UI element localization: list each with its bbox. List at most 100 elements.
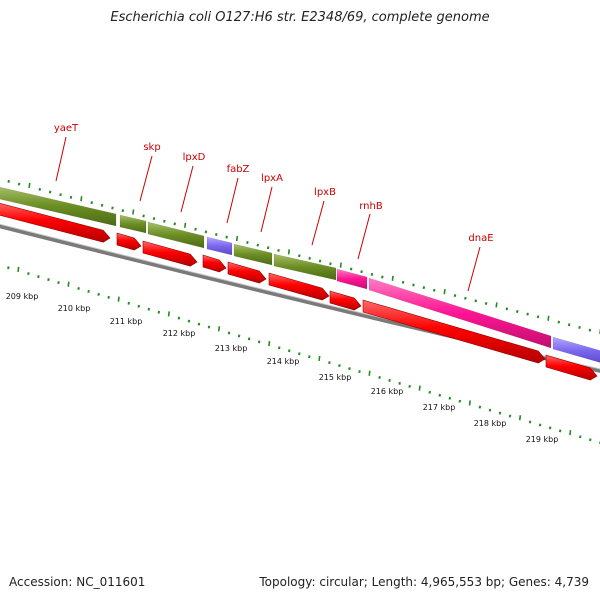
outer-tick <box>204 230 208 234</box>
outer-tick <box>557 320 561 324</box>
ruler-tick <box>478 405 482 409</box>
ruler-tick <box>67 281 70 287</box>
outer-tick <box>412 283 415 287</box>
ruler-label: 211 kbp <box>110 317 143 326</box>
ruler-tick <box>348 367 351 371</box>
ruler-tick <box>197 322 201 326</box>
cds-arrow <box>142 240 198 267</box>
gene-label: lpxD <box>183 152 206 163</box>
gene-label: fabZ <box>227 164 250 175</box>
genome-summary-text: Topology: circular; Length: 4,965,553 bp… <box>259 575 589 589</box>
ruler-tick <box>107 295 110 299</box>
map-title: Escherichia coli O127:H6 str. E2348/69, … <box>110 10 490 25</box>
outer-tick <box>381 275 384 279</box>
cog-feature-block <box>273 253 337 281</box>
ruler-tick <box>528 420 532 424</box>
ruler-tick <box>257 340 261 344</box>
outer-tick <box>111 206 114 210</box>
gene-label: lpxB <box>314 187 336 198</box>
ruler-tick <box>147 307 151 311</box>
outer-tick <box>69 195 73 199</box>
outer-tick <box>515 310 519 313</box>
outer-tick <box>432 288 436 292</box>
ruler-tick <box>448 396 452 400</box>
outer-tick <box>266 246 270 250</box>
outer-tick <box>526 312 529 316</box>
ruler-tick <box>458 399 462 403</box>
ruler-tick <box>117 296 120 302</box>
cds-arrow <box>329 290 362 311</box>
ruler-tick <box>227 331 231 335</box>
ruler-tick <box>588 438 592 442</box>
outer-tick <box>214 233 218 236</box>
gene-label: lpxA <box>261 173 283 184</box>
ruler-tick <box>268 341 271 347</box>
ruler-tick <box>7 266 10 270</box>
outer-tick <box>370 272 374 276</box>
gene-label-leader <box>226 177 239 224</box>
gene-label: skp <box>143 142 160 153</box>
ruler-tick <box>157 310 161 314</box>
cog-feature-block <box>336 268 368 290</box>
ruler-tick <box>27 272 30 276</box>
outer-tick <box>132 209 135 215</box>
ruler-tick <box>77 286 80 290</box>
cds-arrow <box>0 202 111 243</box>
gene-label-leader <box>260 186 273 233</box>
outer-tick <box>235 235 239 242</box>
ruler-tick <box>508 414 512 418</box>
outer-tick <box>277 248 280 252</box>
outer-tick <box>246 240 249 244</box>
outer-tick-track <box>7 179 600 334</box>
outer-tick <box>443 289 446 295</box>
outer-tick <box>121 209 125 213</box>
outer-tick <box>453 294 457 298</box>
outer-tick <box>505 307 509 311</box>
outer-tick <box>48 190 52 194</box>
cds-arrow <box>227 261 267 284</box>
gene-label-leader <box>311 200 325 246</box>
ruler-label: 212 kbp <box>163 329 196 338</box>
ruler-tick <box>187 319 191 323</box>
outer-tick <box>536 315 540 319</box>
ruler-tick-track <box>7 266 600 444</box>
ruler-label: 219 kbp <box>526 435 559 444</box>
ruler-tick <box>17 266 20 273</box>
ruler-tick <box>438 393 442 397</box>
ruler-tick <box>408 384 411 388</box>
outer-tick <box>484 302 488 306</box>
gene-label-layer: yaeT skp lpxD fabZ lpxA lpxB rnhB dnaE <box>54 123 494 292</box>
outer-tick <box>298 254 301 258</box>
ruler-tick <box>47 278 50 282</box>
ruler-tick <box>217 326 221 332</box>
outer-tick <box>308 256 311 260</box>
ruler-label-layer: 209 kbp 210 kbp 211 kbp 212 kbp 213 kbp 214 k… <box>6 292 559 444</box>
ruler-tick <box>388 378 391 382</box>
ruler-label: 218 kbp <box>474 419 507 428</box>
ruler-tick <box>338 364 341 368</box>
ruler-tick <box>498 411 502 415</box>
outer-tick <box>495 302 498 308</box>
gene-label-leader <box>180 165 194 213</box>
outer-tick <box>225 235 228 239</box>
ruler-label: 216 kbp <box>371 387 404 396</box>
outer-tick <box>100 203 104 207</box>
cog-feature-block <box>233 243 273 266</box>
cds-arrow <box>116 232 142 251</box>
cog-feature-track <box>0 186 600 363</box>
ruler-tick <box>87 289 90 293</box>
ruler-label: 213 kbp <box>215 344 248 353</box>
cog-feature-block <box>368 277 552 349</box>
outer-tick <box>588 328 592 332</box>
ruler-tick <box>57 281 60 285</box>
ruler-tick <box>207 325 211 329</box>
ruler-tick <box>558 429 562 433</box>
ruler-tick <box>418 385 421 391</box>
ruler-tick <box>37 275 40 279</box>
gene-label: dnaE <box>468 233 493 244</box>
cds-feature-track <box>0 202 598 381</box>
outer-tick <box>90 201 93 205</box>
ruler-tick <box>538 423 542 427</box>
ruler-label: 214 kbp <box>267 357 300 366</box>
